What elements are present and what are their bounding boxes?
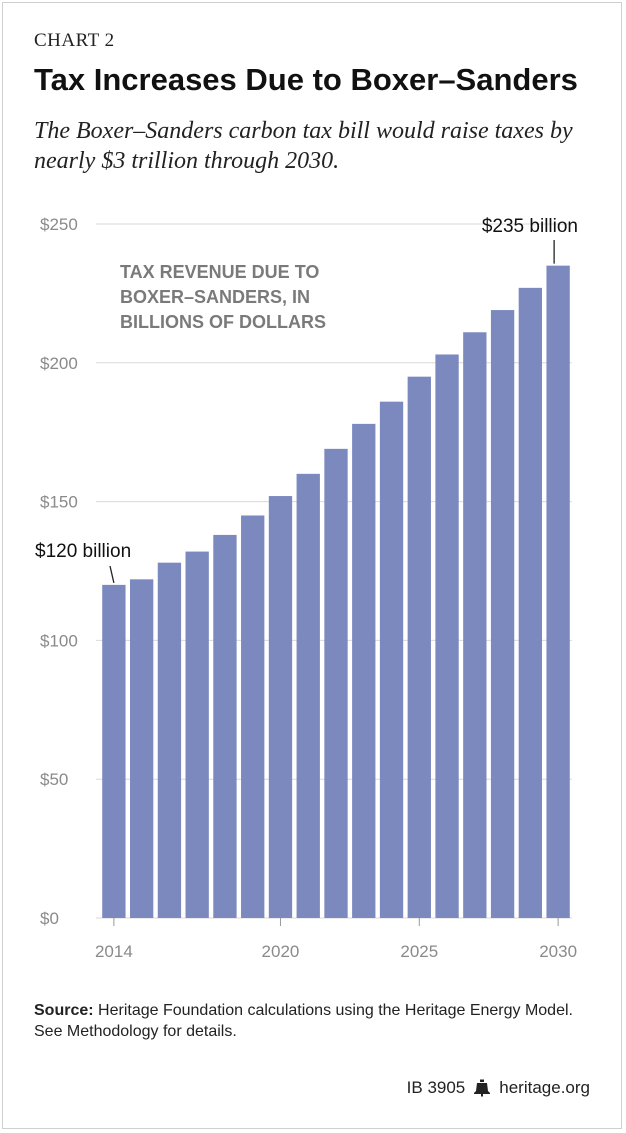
source-text: Heritage Foundation calculations using t… [34, 1002, 573, 1040]
credit-line: IB 3905 heritage.org [407, 1078, 590, 1098]
data-label-2030: $235 billion [482, 216, 578, 237]
data-label-2014: $120 billion [35, 541, 131, 562]
chart-number: CHART 2 [34, 30, 115, 51]
site-name: heritage.org [499, 1078, 590, 1097]
bar-2019 [241, 515, 265, 918]
y-tick-label-250: $250 [40, 215, 78, 234]
bar-2029 [518, 287, 543, 918]
liberty-bell-icon [474, 1079, 491, 1097]
bar-2028 [490, 310, 515, 918]
data-label-leader-2014 [109, 565, 115, 584]
x-tick-label-2020: 2020 [262, 942, 300, 961]
bar-2018 [213, 534, 237, 918]
x-tick-label-2030: 2030 [539, 942, 577, 961]
y-tick-label-50: $50 [40, 770, 68, 789]
bar-2027 [463, 332, 487, 918]
annotation-line: TAX REVENUE DUE TO [120, 262, 319, 282]
annotation-line: BILLIONS OF DOLLARS [120, 312, 326, 332]
bar-2021 [296, 473, 320, 918]
bar-2024 [379, 401, 404, 918]
bar-2020 [268, 496, 293, 918]
bar-2023 [352, 423, 376, 918]
report-id: IB 3905 [406, 1078, 466, 1097]
source-label: Source: [34, 1002, 94, 1019]
source-note: Source: Heritage Foundation calculations… [34, 1000, 594, 1042]
bar-2014 [102, 584, 126, 918]
bar-2022 [324, 448, 348, 918]
bar-2017 [185, 551, 209, 918]
y-tick-label-0: $0 [40, 909, 59, 928]
chart-subtitle: The Boxer–Sanders carbon tax bill would … [34, 118, 573, 174]
bar-2016 [157, 562, 182, 918]
y-tick-label-100: $100 [40, 631, 78, 650]
chart-title: Tax Increases Due to Boxer–Sanders [34, 62, 578, 97]
bar-2025 [407, 376, 431, 918]
x-tick-label-2014: 2014 [95, 942, 133, 961]
x-tick-label-2025: 2025 [400, 942, 438, 961]
chart-annotation-label: TAX REVENUE DUE TO BOXER–SANDERS, IN BILLI… [120, 262, 326, 332]
bar-2015 [129, 579, 154, 918]
bar-2030 [546, 265, 570, 918]
annotation-line: BOXER–SANDERS, IN [120, 287, 310, 307]
bar-2026 [435, 354, 459, 918]
y-tick-label-150: $150 [40, 493, 78, 512]
y-tick-label-200: $200 [40, 354, 78, 373]
